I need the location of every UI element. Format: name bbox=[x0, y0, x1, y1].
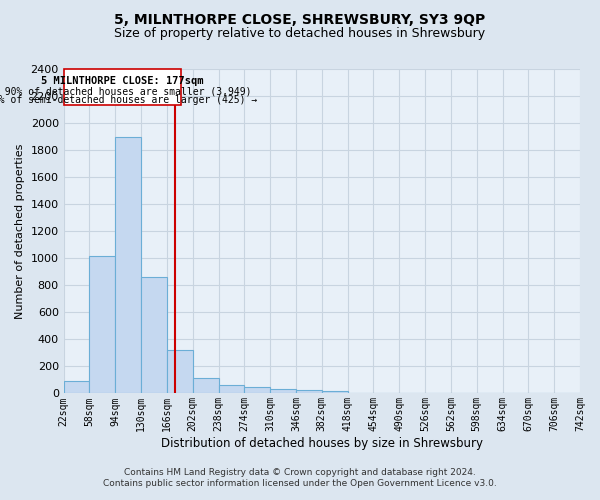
Bar bbox=[322, 390, 347, 394]
Bar bbox=[193, 378, 218, 394]
X-axis label: Distribution of detached houses by size in Shrewsbury: Distribution of detached houses by size … bbox=[161, 437, 483, 450]
Text: 5, MILNTHORPE CLOSE, SHREWSBURY, SY3 9QP: 5, MILNTHORPE CLOSE, SHREWSBURY, SY3 9QP bbox=[115, 12, 485, 26]
Y-axis label: Number of detached properties: Number of detached properties bbox=[15, 144, 25, 319]
Bar bbox=[270, 388, 296, 394]
Bar bbox=[244, 386, 270, 394]
Bar bbox=[115, 136, 141, 394]
Text: 5 MILNTHORPE CLOSE: 177sqm: 5 MILNTHORPE CLOSE: 177sqm bbox=[41, 76, 203, 86]
Text: Size of property relative to detached houses in Shrewsbury: Size of property relative to detached ho… bbox=[115, 28, 485, 40]
FancyBboxPatch shape bbox=[64, 69, 181, 106]
Text: ← 90% of detached houses are smaller (3,949): ← 90% of detached houses are smaller (3,… bbox=[0, 86, 251, 97]
Text: 10% of semi-detached houses are larger (425) →: 10% of semi-detached houses are larger (… bbox=[0, 96, 257, 106]
Bar bbox=[141, 277, 167, 394]
Bar bbox=[296, 390, 322, 394]
Bar bbox=[167, 350, 193, 394]
Bar bbox=[89, 256, 115, 394]
Bar bbox=[218, 386, 244, 394]
Bar bbox=[64, 382, 89, 394]
Text: Contains HM Land Registry data © Crown copyright and database right 2024.
Contai: Contains HM Land Registry data © Crown c… bbox=[103, 468, 497, 487]
